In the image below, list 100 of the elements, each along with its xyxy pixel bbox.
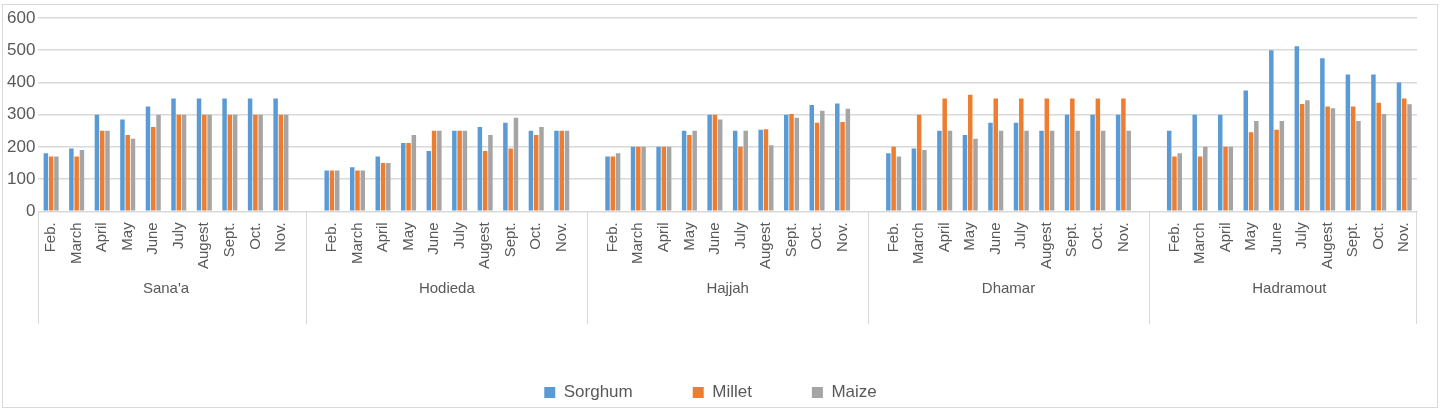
bar: [125, 134, 130, 211]
x-tick-label: Augest: [194, 221, 212, 269]
bar: [707, 114, 712, 211]
bar: [1396, 82, 1402, 211]
bar: [1299, 104, 1305, 211]
bar: [1330, 108, 1336, 211]
x-tick-label: May: [679, 221, 697, 251]
x-tick-label: Nov.: [271, 222, 289, 253]
bar: [1294, 46, 1300, 211]
x-tick-label: April: [373, 222, 391, 253]
x-tick-label: June: [143, 222, 161, 255]
x-tick-label: March: [66, 222, 84, 264]
bar: [120, 119, 125, 211]
x-tick-label: Sept.: [1343, 222, 1361, 258]
x-tick-label: June: [985, 222, 1003, 255]
text: Sana'a: [142, 279, 190, 297]
x-tick-label: Nov.: [832, 222, 850, 253]
bar: [1345, 74, 1351, 211]
bar: [69, 148, 74, 211]
bar: [1177, 153, 1182, 211]
bar: [1090, 114, 1095, 211]
bar: [477, 126, 483, 211]
bar: [1248, 132, 1254, 211]
x-tick-label: Oct.: [1368, 222, 1386, 250]
x-tick-label: March: [347, 222, 365, 264]
bar: [840, 122, 845, 211]
bar: [1075, 130, 1080, 211]
bar: [1039, 130, 1044, 211]
x-tick-label: July: [168, 221, 186, 249]
bar: [411, 134, 417, 211]
bar: [508, 148, 513, 211]
x-tick-label: Augest: [1036, 221, 1054, 269]
bar: [488, 134, 493, 211]
bar: [692, 130, 697, 211]
text: Dhamar: [981, 279, 1036, 297]
bar: [482, 151, 488, 211]
bar: [661, 146, 667, 211]
bar: [962, 134, 968, 211]
x-tick-label: May: [960, 221, 978, 251]
bar: [401, 143, 406, 211]
bar: [43, 153, 49, 211]
bar: [437, 130, 442, 211]
bar: [937, 130, 942, 211]
x-tick-label: Augest: [756, 221, 774, 269]
x-tick-label: Sept.: [219, 222, 237, 258]
y-tick-label: 400: [6, 72, 36, 92]
bar: [151, 126, 156, 211]
x-tick-label: Feb.: [883, 222, 901, 253]
y-tick-label: 300: [6, 104, 36, 124]
bar: [656, 146, 661, 211]
bar: [1376, 102, 1381, 211]
bar: [922, 150, 927, 211]
bar: [452, 130, 457, 211]
x-tick-label: Augest: [1317, 221, 1335, 269]
bar: [942, 98, 947, 211]
x-tick-label: Sept.: [781, 222, 799, 258]
bar: [820, 110, 825, 211]
x-tick-label: April: [654, 222, 671, 253]
x-tick-label: Oct.: [807, 222, 825, 250]
bar: [988, 122, 993, 211]
bar: [74, 156, 79, 211]
x-tick-label: Nov.: [1113, 222, 1131, 253]
bar: [636, 146, 641, 211]
bar: [743, 130, 748, 211]
x-tick-label: Feb.: [41, 222, 59, 253]
bar: [973, 138, 978, 211]
x-tick-label: Oct.: [245, 222, 263, 250]
x-tick-label: Feb.: [1164, 222, 1182, 253]
bar: [457, 130, 462, 211]
bar: [171, 98, 176, 211]
bar: [630, 146, 636, 211]
x-tick-label: April: [1215, 222, 1233, 253]
bar: [809, 104, 814, 211]
bar: [207, 114, 212, 211]
x-tick-label: June: [705, 222, 723, 255]
bar: [1121, 98, 1126, 211]
bar: [758, 129, 763, 211]
x-tick-label: April: [934, 222, 952, 253]
bar: [1172, 156, 1177, 211]
y-tick-label: 200: [6, 136, 36, 156]
bar: [1070, 98, 1075, 211]
bar: [738, 146, 743, 211]
bar: [1228, 146, 1234, 211]
y-tick-label: 100: [6, 168, 36, 188]
bar: [1223, 146, 1228, 211]
x-tick-label: Sept.: [500, 222, 518, 258]
bar: [1126, 130, 1131, 211]
legend-label: Millet: [712, 382, 753, 402]
bar: [329, 170, 335, 211]
bar: [258, 114, 263, 211]
x-tick-label: July: [730, 221, 748, 249]
bar: [1356, 121, 1361, 211]
y-tick-label: 600: [6, 7, 36, 27]
bar: [1371, 74, 1376, 211]
bar: [835, 103, 840, 211]
bar: [222, 98, 227, 211]
x-tick-label: Feb.: [602, 222, 620, 253]
bar: [687, 134, 692, 211]
x-tick-label: May: [1241, 221, 1259, 251]
x-tick-label: July: [1011, 221, 1029, 249]
